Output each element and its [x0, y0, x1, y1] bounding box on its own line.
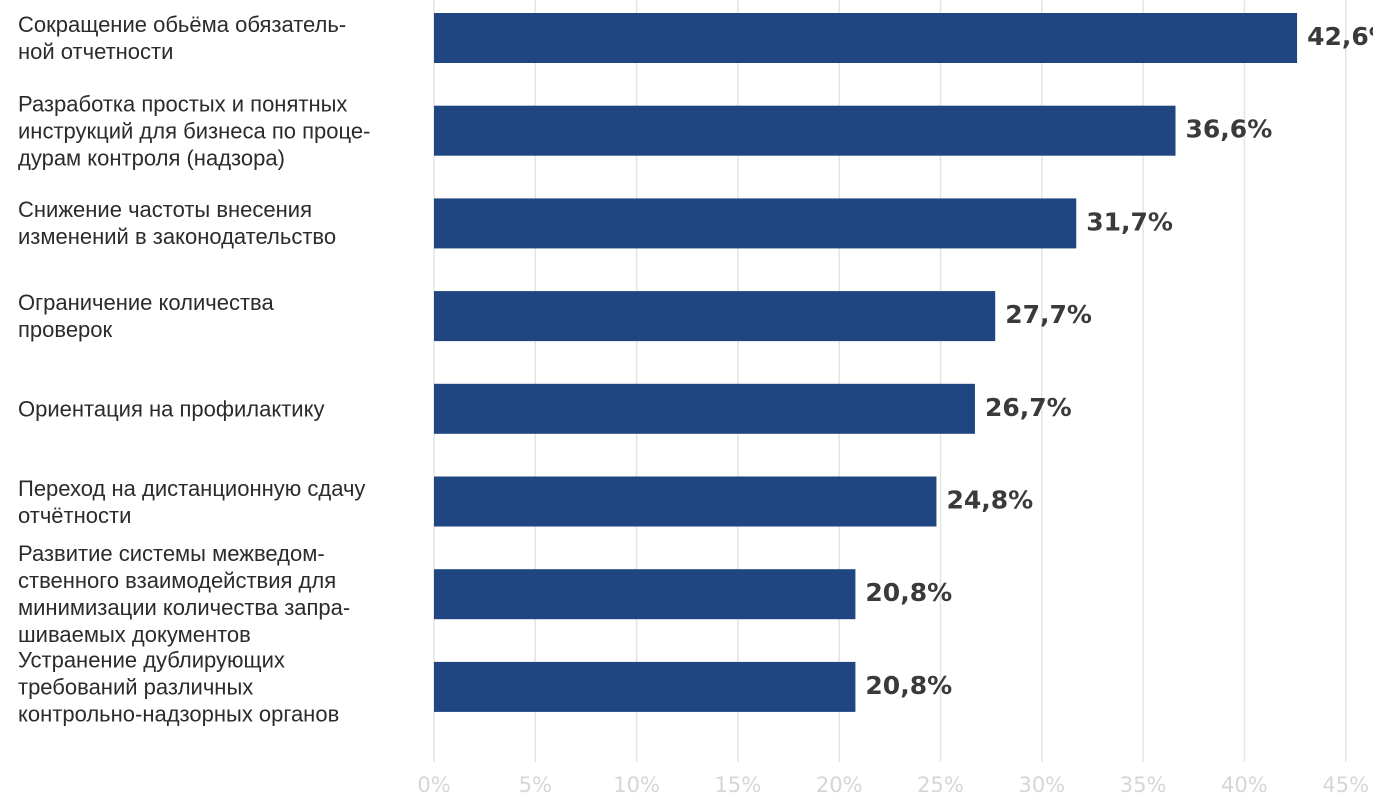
- x-tick-label: 35%: [1120, 773, 1167, 797]
- category-label-line: дурам контроля (надзора): [18, 145, 285, 171]
- category-label: Развитие системы межведом-ственного взаи…: [18, 540, 418, 648]
- category-label-line: Снижение частоты внесения: [18, 197, 313, 223]
- category-label-line: Устранение дублирующих: [18, 647, 285, 673]
- value-labels: 42,6% 36,6% 31,7% 27,7% 26,7% 24,8% 20,8% 20,8%: [865, 22, 1373, 700]
- category-label-line: контрольно-надзорных органов: [18, 701, 340, 727]
- bar: [434, 105, 1176, 156]
- x-tick-labels: 0% 5% 10% 15% 20% 25% 30% 35% 40% 45%: [417, 773, 1369, 797]
- x-tick-label: 30%: [1018, 773, 1065, 797]
- bar: [434, 198, 1077, 249]
- category-label-line: шиваемых документов: [18, 622, 251, 648]
- x-tick-label: 40%: [1221, 773, 1268, 797]
- bar-value-label: 24,8%: [946, 486, 1033, 515]
- category-labels: Сокращение обьёма обязатель-ной отчетнос…: [0, 0, 420, 801]
- bar: [434, 476, 937, 527]
- x-tick-label: 25%: [917, 773, 964, 797]
- x-tick-label: 45%: [1322, 773, 1369, 797]
- bar: [434, 383, 975, 434]
- x-tick-label: 20%: [816, 773, 863, 797]
- bar-value-label: 20,8%: [865, 578, 952, 607]
- bar-value-label: 42,6%: [1307, 22, 1373, 51]
- category-label-line: отчётности: [18, 502, 132, 528]
- bar: [434, 569, 856, 620]
- category-label: Переход на дистанционную сдачу отчётности: [18, 475, 418, 529]
- category-label-line: Разработка простых и понятных: [18, 91, 348, 117]
- x-tick-label: 15%: [715, 773, 762, 797]
- bar: [434, 661, 856, 712]
- bar-value-label: 27,7%: [1005, 300, 1092, 329]
- bar-value-label: 31,7%: [1086, 207, 1173, 236]
- bar-value-label: 36,6%: [1186, 115, 1273, 144]
- category-label-line: Ориентация на профилактику: [18, 396, 325, 422]
- category-label: Сокращение обьёма обязатель-ной отчетнос…: [18, 11, 418, 65]
- bar-value-label: 26,7%: [985, 393, 1072, 422]
- category-label-line: инструкций для бизнеса по проце-: [18, 118, 371, 144]
- category-label-line: ной отчетности: [18, 39, 174, 64]
- category-label-line: требований различных: [18, 674, 254, 700]
- category-label-line: Развитие системы межведом-: [18, 541, 325, 567]
- category-label-line: Ограничение количества: [18, 290, 274, 316]
- category-label: Устранение дублирующих требований различн…: [18, 646, 418, 727]
- category-label-line: ственного взаимодействия для: [18, 568, 337, 594]
- category-label-line: изменений в законодательство: [18, 224, 337, 250]
- category-label-line: Переход на дистанционную сдачу: [18, 475, 366, 501]
- category-label-line: Сокращение обьёма обязатель-: [18, 12, 347, 37]
- category-label: Снижение частоты внесения изменений в зак…: [18, 196, 418, 250]
- category-label: Ограничение количества проверок: [18, 289, 418, 343]
- bar-value-label: 20,8%: [865, 671, 952, 700]
- category-label-line: минимизации количества запра-: [18, 595, 351, 621]
- x-tick-label: 0%: [417, 773, 450, 797]
- category-label: Разработка простых и понятных инструкций …: [18, 90, 418, 171]
- x-tick-label: 10%: [613, 773, 660, 797]
- x-tick-label: 5%: [519, 773, 552, 797]
- category-label: Ориентация на профилактику: [18, 395, 418, 422]
- bar: [434, 13, 1298, 63]
- bar: [434, 291, 996, 342]
- category-label-line: проверок: [18, 317, 113, 343]
- bars: [434, 13, 1298, 712]
